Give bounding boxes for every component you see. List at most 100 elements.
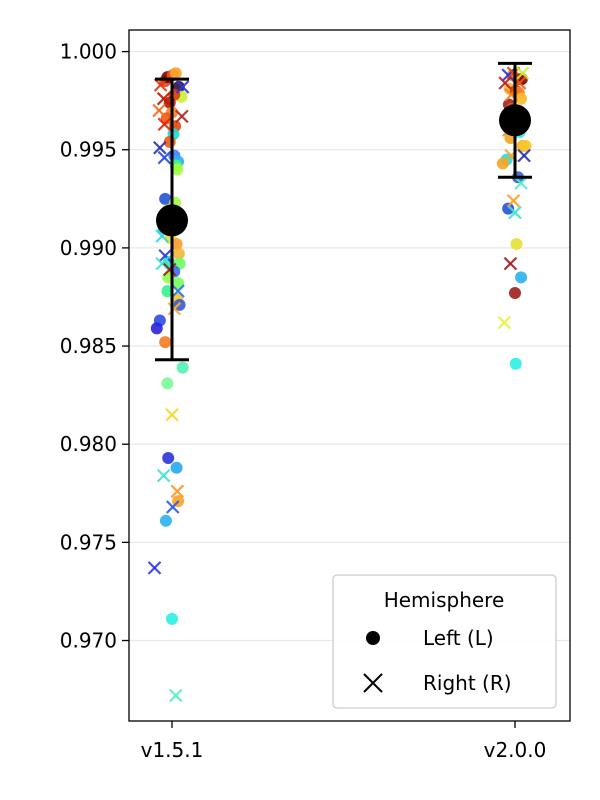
x-marker-stroke: [147, 561, 162, 575]
x-marker-stroke: [497, 315, 512, 330]
data-point-left: [176, 361, 189, 374]
x-marker-stroke: [157, 117, 172, 132]
x-marker-stroke: [158, 248, 172, 263]
data-point-left: [172, 277, 185, 290]
data-point-right: [508, 205, 522, 220]
data-point-left: [171, 163, 184, 176]
data-point-left: [509, 287, 521, 300]
x-tick-label: v2.0.0: [484, 738, 547, 762]
data-point-right: [147, 561, 162, 575]
data-point-left: [159, 514, 172, 527]
data-point-right: [162, 262, 177, 277]
summary-layer: [155, 61, 532, 362]
data-point-left: [159, 336, 172, 349]
data-point-right: [157, 150, 172, 165]
data-point-left: [161, 377, 174, 390]
x-marker-stroke: [165, 407, 179, 422]
data-point-right: [153, 141, 167, 155]
data-point-right: [153, 78, 168, 92]
x-marker-stroke: [170, 484, 185, 499]
data-point-right: [169, 688, 183, 703]
legend-left-label: Left (L): [423, 626, 494, 650]
data-point-left: [172, 247, 185, 260]
x-marker-stroke: [152, 103, 166, 118]
data-point-right: [167, 301, 182, 316]
data-point-left: [150, 322, 163, 335]
y-tick-label: 0.985: [60, 334, 117, 358]
data-point-right: [497, 315, 512, 330]
x-axis: v1.5.1 v2.0.0: [141, 721, 547, 762]
data-point-left: [515, 271, 528, 284]
x-marker-stroke: [167, 301, 182, 316]
x-marker-stroke: [515, 66, 530, 80]
data-point-left: [515, 92, 528, 105]
data-point-left: [509, 357, 522, 370]
data-point-left: [510, 237, 523, 250]
x-marker-stroke: [155, 256, 169, 271]
y-tick-label: 0.990: [60, 236, 117, 260]
data-point-right: [170, 484, 185, 499]
x-tick-label: v1.5.1: [141, 738, 204, 762]
data-point-right: [157, 117, 172, 132]
legend-box: [332, 574, 557, 709]
data-point-left: [170, 461, 183, 474]
x-marker-stroke: [517, 148, 531, 163]
legend-left-marker: [366, 631, 380, 645]
data-point-right: [171, 284, 185, 298]
legend-right-marker: [363, 673, 383, 693]
data-point-right: [175, 80, 190, 94]
data-point-right: [515, 66, 530, 80]
data-point-right: [514, 176, 528, 190]
x-marker-stroke: [156, 468, 171, 483]
data-point-left: [519, 139, 532, 152]
data-point-right: [156, 468, 171, 483]
x-marker-stroke: [165, 500, 180, 514]
x-marker-stroke: [503, 256, 518, 271]
data-point-left: [159, 192, 172, 205]
x-marker-stroke: [514, 176, 528, 190]
data-point-right: [158, 248, 172, 263]
data-point-left: [169, 67, 182, 80]
data-point-right: [506, 194, 521, 208]
y-tick-label: 0.995: [60, 138, 117, 162]
data-point-left: [162, 451, 175, 464]
y-tick-label: 0.975: [60, 530, 117, 554]
data-point-left: [161, 285, 174, 298]
x-marker-stroke: [508, 205, 522, 220]
x-marker-stroke: [153, 78, 168, 92]
data-point-right: [165, 407, 179, 422]
x-marker-stroke: [175, 109, 189, 124]
x-marker-stroke: [506, 194, 521, 208]
data-point-left: [170, 237, 183, 250]
y-tick-label: 0.980: [60, 432, 117, 456]
grid: [129, 50, 570, 642]
data-point-right: [152, 103, 166, 118]
legend-title: Hemisphere: [384, 588, 505, 612]
mean-marker: [156, 204, 188, 237]
data-point-right: [165, 500, 180, 514]
y-axis: 0.970 0.975 0.980 0.985 0.990 0.995 1.000: [60, 40, 129, 653]
x-marker-stroke: [169, 688, 183, 703]
x-marker-stroke: [156, 91, 171, 106]
data-point-right: [155, 256, 169, 271]
x-marker-stroke: [157, 150, 172, 165]
x-marker-stroke: [162, 262, 177, 277]
x-marker-stroke: [171, 284, 185, 298]
data-point-right: [498, 76, 512, 90]
legend-right-label: Right (R): [423, 671, 512, 695]
x-marker-stroke: [175, 80, 190, 94]
data-point-right: [156, 91, 171, 106]
data-point-right: [517, 148, 531, 163]
data-point-left: [502, 202, 515, 215]
x-marker-stroke: [153, 141, 167, 155]
data-point-right: [175, 109, 189, 124]
mean-marker: [499, 104, 531, 137]
data-point-right: [503, 256, 518, 271]
y-tick-label: 0.970: [60, 629, 117, 653]
y-tick-label: 1.000: [60, 40, 117, 64]
legend: Hemisphere Left (L) Right (R): [332, 574, 557, 709]
data-point-left: [166, 612, 178, 625]
plot-frame: [128, 29, 571, 722]
x-marker-stroke: [498, 76, 512, 90]
